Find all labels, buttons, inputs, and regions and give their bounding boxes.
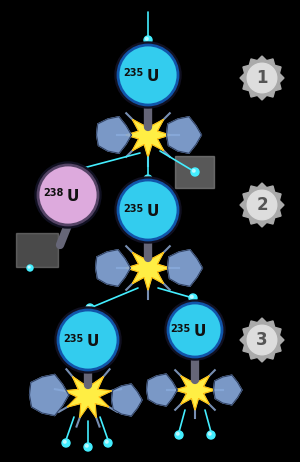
Circle shape [87,305,90,308]
Text: U: U [146,204,159,219]
Text: 235: 235 [171,324,191,334]
Circle shape [189,294,197,302]
Polygon shape [126,113,170,157]
Text: 235: 235 [123,203,143,213]
Circle shape [58,310,118,370]
Text: 238: 238 [43,188,64,199]
Circle shape [27,265,33,271]
Polygon shape [97,117,131,153]
Circle shape [247,325,277,355]
Circle shape [165,300,225,360]
Circle shape [175,431,183,439]
Circle shape [208,432,211,435]
Circle shape [115,177,181,243]
Polygon shape [29,375,69,415]
Circle shape [168,303,222,357]
Text: 235: 235 [63,334,83,344]
Polygon shape [240,56,284,100]
Text: 3: 3 [256,331,268,349]
Text: 1: 1 [256,69,268,87]
Circle shape [86,304,94,312]
Circle shape [55,307,121,373]
Polygon shape [214,375,242,405]
Text: 2: 2 [256,196,268,214]
Circle shape [115,42,181,108]
Polygon shape [240,183,284,227]
FancyBboxPatch shape [175,156,214,188]
Circle shape [62,439,70,447]
Text: U: U [86,334,99,349]
Circle shape [35,162,101,228]
Circle shape [68,167,76,175]
Text: U: U [67,189,79,204]
Polygon shape [175,370,215,410]
Circle shape [247,190,277,220]
Polygon shape [96,250,130,286]
Polygon shape [168,250,202,286]
Polygon shape [112,384,142,416]
Polygon shape [64,371,112,418]
Circle shape [144,175,152,183]
Circle shape [28,266,30,268]
Circle shape [191,168,199,176]
Text: U: U [194,324,206,339]
Circle shape [38,165,98,225]
Circle shape [118,45,178,105]
Polygon shape [240,318,284,362]
Polygon shape [147,374,177,406]
Circle shape [192,170,195,172]
Circle shape [190,295,193,298]
Circle shape [105,440,108,443]
Circle shape [63,440,66,443]
FancyBboxPatch shape [16,233,58,267]
Circle shape [84,443,92,451]
Polygon shape [126,246,170,290]
Text: U: U [146,69,159,84]
Circle shape [207,431,215,439]
Circle shape [85,444,88,447]
Circle shape [104,439,112,447]
Circle shape [247,63,277,93]
Circle shape [69,169,72,171]
Circle shape [146,176,148,179]
Circle shape [176,432,179,435]
Circle shape [146,37,148,40]
Polygon shape [167,117,201,153]
Circle shape [118,180,178,240]
Text: 235: 235 [123,68,143,79]
Circle shape [144,36,152,44]
